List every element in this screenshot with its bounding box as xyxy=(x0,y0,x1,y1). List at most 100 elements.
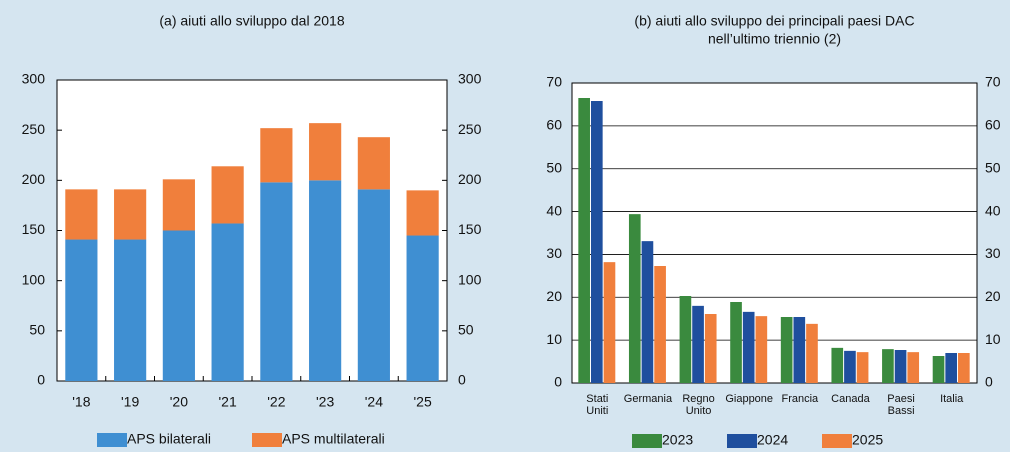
x-tick-label: '19 xyxy=(121,394,139,410)
y-tick-label: 150 xyxy=(22,221,46,237)
y2-tick-label: 150 xyxy=(458,221,482,237)
bar xyxy=(856,352,869,383)
bar xyxy=(628,214,641,383)
legend-label: APS multilaterali xyxy=(282,431,385,447)
y2-tick-label: 50 xyxy=(985,159,1001,175)
y2-tick-label: 20 xyxy=(985,288,1001,304)
y2-tick-label: 60 xyxy=(985,117,1001,133)
x-tick-label: '25 xyxy=(414,394,432,410)
bar xyxy=(882,349,894,383)
x-tick-label: Francia xyxy=(781,393,819,405)
bar xyxy=(211,223,244,381)
x-tick-label: Stati Uniti xyxy=(586,393,608,417)
legend-label: 2025 xyxy=(852,432,883,448)
legend-swatch xyxy=(97,433,127,447)
bar xyxy=(679,296,692,383)
y-tick-label: 10 xyxy=(546,331,562,347)
y2-tick-label: 0 xyxy=(985,374,993,390)
y-tick-label: 50 xyxy=(546,159,562,175)
y-tick-label: 70 xyxy=(546,74,562,90)
x-tick-label: '23 xyxy=(316,394,334,410)
bar xyxy=(162,230,195,381)
chart-title: nell’ultimo triennio (2) xyxy=(708,31,841,47)
bar xyxy=(406,235,439,381)
x-tick-label: '24 xyxy=(365,394,383,410)
bar xyxy=(793,317,806,383)
bar xyxy=(932,356,945,383)
bar xyxy=(260,182,293,381)
bar xyxy=(309,180,342,381)
legend-label: APS bilaterali xyxy=(127,431,211,447)
x-tick-label: Italia xyxy=(940,393,964,405)
bar xyxy=(945,353,958,383)
legend-swatch xyxy=(252,433,282,447)
x-tick-label: '21 xyxy=(219,394,237,410)
bar xyxy=(894,350,907,383)
y2-tick-label: 40 xyxy=(985,202,1001,218)
y-tick-label: 40 xyxy=(546,202,562,218)
legend-label: 2023 xyxy=(662,432,693,448)
y-tick-label: 100 xyxy=(22,271,46,287)
bar xyxy=(730,302,742,383)
y2-tick-label: 200 xyxy=(458,171,482,187)
bar xyxy=(692,305,704,383)
bar xyxy=(590,101,603,383)
bar xyxy=(755,316,768,383)
bar xyxy=(654,266,666,383)
y2-tick-label: 10 xyxy=(985,331,1001,347)
chart-title: (a) aiuti allo sviluppo dal 2018 xyxy=(159,13,344,29)
y-tick-label: 250 xyxy=(22,121,46,137)
bar xyxy=(958,353,970,383)
bar xyxy=(309,123,342,181)
y2-tick-label: 0 xyxy=(458,372,466,388)
x-tick-label: '20 xyxy=(170,394,188,410)
legend-swatch xyxy=(632,434,662,448)
y2-tick-label: 50 xyxy=(458,322,474,338)
x-tick-label: Canada xyxy=(831,393,870,405)
bar xyxy=(260,128,293,183)
x-tick-label: Regno Unito xyxy=(682,393,714,417)
legend-label: 2024 xyxy=(757,432,788,448)
x-tick-label: '18 xyxy=(72,394,90,410)
x-tick-label: '22 xyxy=(267,394,285,410)
bar xyxy=(806,323,818,383)
bar xyxy=(65,239,98,381)
y-tick-label: 0 xyxy=(554,374,562,390)
y2-tick-label: 250 xyxy=(458,121,482,137)
bar xyxy=(406,190,439,236)
bar xyxy=(114,189,147,240)
x-tick-label: Paesi Bassi xyxy=(887,393,915,417)
bar xyxy=(357,137,390,190)
bar xyxy=(603,262,616,383)
bar xyxy=(844,350,856,383)
bar xyxy=(742,311,755,383)
bar xyxy=(211,166,244,224)
bar xyxy=(578,98,590,383)
bar xyxy=(162,179,195,231)
bar xyxy=(704,314,717,383)
y2-tick-label: 300 xyxy=(458,71,482,87)
bar xyxy=(831,347,844,383)
y-tick-label: 300 xyxy=(22,71,46,87)
y-tick-label: 30 xyxy=(546,245,562,261)
chart-title: (b) aiuti allo sviluppo dei principali p… xyxy=(634,13,914,29)
y-tick-label: 200 xyxy=(22,171,46,187)
bar xyxy=(114,239,147,381)
y-tick-label: 20 xyxy=(546,288,562,304)
bar xyxy=(65,189,98,240)
y2-tick-label: 100 xyxy=(458,271,482,287)
y2-tick-label: 70 xyxy=(985,74,1001,90)
y-tick-label: 60 xyxy=(546,117,562,133)
bar xyxy=(780,317,793,383)
legend-swatch xyxy=(822,434,852,448)
bar xyxy=(357,189,390,381)
y-tick-label: 50 xyxy=(29,322,45,338)
x-tick-label: Giappone xyxy=(725,393,773,405)
bar xyxy=(641,241,654,383)
y-tick-label: 0 xyxy=(37,372,45,388)
x-tick-label: Germania xyxy=(624,393,673,405)
bar xyxy=(907,352,920,383)
legend-swatch xyxy=(727,434,757,448)
y2-tick-label: 30 xyxy=(985,245,1001,261)
